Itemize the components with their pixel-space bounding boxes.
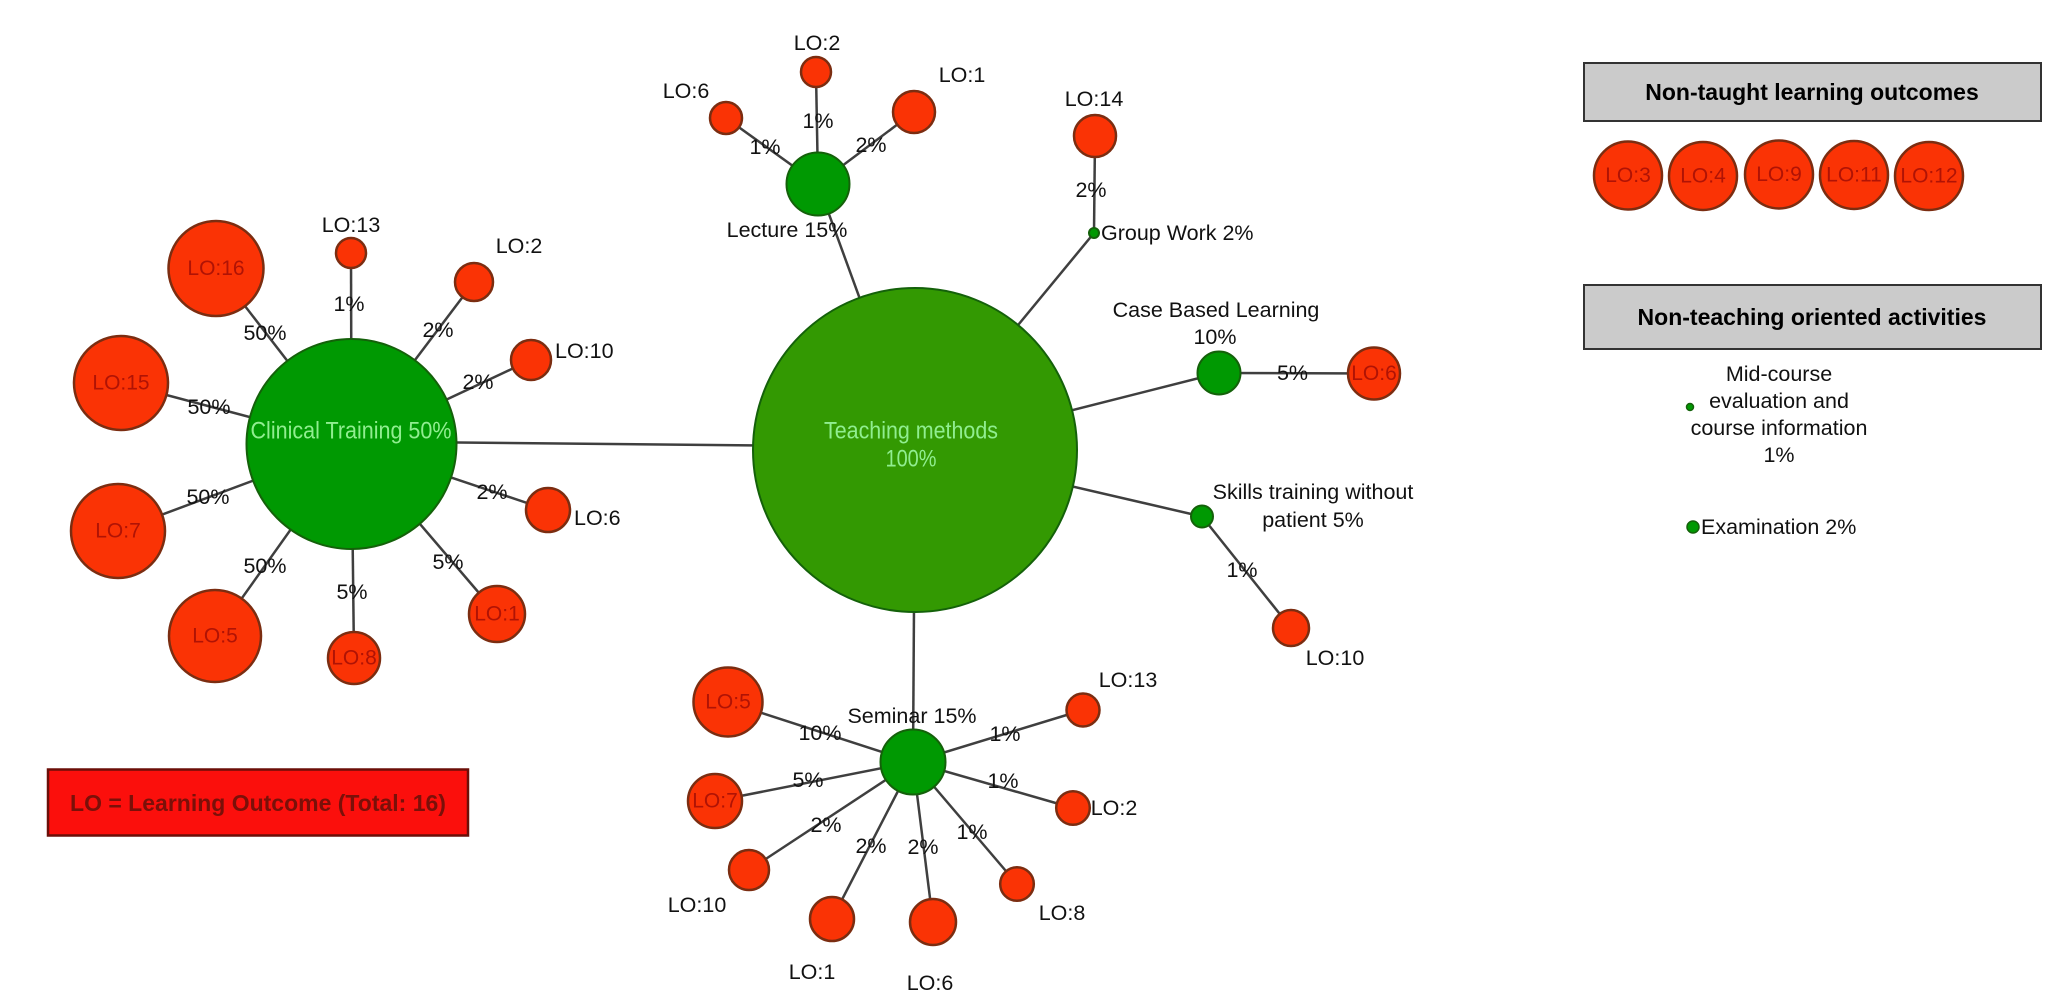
- svg-text:LO:11: LO:11: [1826, 164, 1882, 187]
- svg-text:Seminar 15%: Seminar 15%: [847, 704, 976, 728]
- svg-text:LO:5: LO:5: [192, 625, 238, 648]
- svg-text:50%: 50%: [243, 554, 286, 578]
- svg-text:LO:10: LO:10: [668, 893, 727, 917]
- svg-text:LO:13: LO:13: [1099, 668, 1158, 692]
- svg-text:2%: 2%: [855, 834, 886, 858]
- svg-text:1%: 1%: [987, 769, 1018, 793]
- svg-text:LO:8: LO:8: [1039, 901, 1086, 925]
- svg-text:LO:7: LO:7: [95, 520, 141, 543]
- svg-text:2%: 2%: [476, 480, 507, 504]
- svg-text:patient 5%: patient 5%: [1262, 508, 1364, 532]
- svg-text:LO:14: LO:14: [1065, 87, 1124, 111]
- svg-text:50%: 50%: [186, 485, 229, 509]
- svg-text:1%: 1%: [989, 722, 1020, 746]
- svg-text:Mid-course: Mid-course: [1726, 362, 1832, 386]
- svg-text:LO:2: LO:2: [794, 31, 841, 55]
- svg-text:5%: 5%: [432, 550, 463, 574]
- svg-text:2%: 2%: [422, 318, 453, 342]
- svg-text:50%: 50%: [243, 321, 286, 345]
- svg-text:Clinical Training 50%: Clinical Training 50%: [251, 418, 452, 445]
- svg-text:2%: 2%: [1075, 178, 1106, 202]
- svg-text:LO:4: LO:4: [1680, 165, 1726, 188]
- svg-text:Examination 2%: Examination 2%: [1701, 515, 1856, 539]
- svg-text:LO:12: LO:12: [1900, 165, 1957, 188]
- svg-text:LO:5: LO:5: [705, 691, 751, 714]
- svg-text:1%: 1%: [1226, 558, 1257, 582]
- svg-text:2%: 2%: [462, 370, 493, 394]
- svg-text:evaluation and: evaluation and: [1709, 389, 1849, 413]
- svg-text:LO:2: LO:2: [496, 234, 543, 258]
- svg-text:Teaching methods: Teaching methods: [824, 418, 998, 445]
- svg-text:LO:3: LO:3: [1605, 164, 1651, 187]
- svg-text:50%: 50%: [187, 395, 230, 419]
- svg-text:LO:6: LO:6: [1351, 362, 1397, 385]
- svg-text:LO:6: LO:6: [663, 79, 710, 103]
- svg-text:Lecture 15%: Lecture 15%: [727, 218, 848, 242]
- svg-text:5%: 5%: [1277, 361, 1308, 385]
- svg-text:LO:13: LO:13: [322, 213, 381, 237]
- svg-text:1%: 1%: [802, 109, 833, 133]
- svg-text:2%: 2%: [907, 835, 938, 859]
- svg-text:LO:8: LO:8: [331, 647, 377, 670]
- svg-text:LO:6: LO:6: [907, 971, 954, 995]
- svg-text:LO:16: LO:16: [187, 257, 244, 280]
- svg-text:LO:7: LO:7: [692, 790, 738, 813]
- svg-text:1%: 1%: [1763, 443, 1794, 467]
- svg-text:5%: 5%: [792, 768, 823, 792]
- svg-text:Non-taught learning outcomes: Non-taught learning outcomes: [1645, 79, 1979, 105]
- svg-text:1%: 1%: [333, 292, 364, 316]
- svg-text:Skills training without: Skills training without: [1213, 480, 1414, 504]
- svg-text:LO:2: LO:2: [1091, 796, 1138, 820]
- svg-text:LO:1: LO:1: [789, 960, 836, 984]
- svg-text:LO = Learning Outcome (Total:: LO = Learning Outcome (Total: 16): [70, 790, 446, 816]
- svg-text:100%: 100%: [886, 446, 937, 473]
- svg-text:2%: 2%: [855, 133, 886, 157]
- svg-text:LO:15: LO:15: [92, 372, 149, 395]
- svg-text:LO:1: LO:1: [939, 63, 986, 87]
- svg-text:LO:9: LO:9: [1756, 163, 1802, 186]
- svg-text:1%: 1%: [956, 820, 987, 844]
- svg-text:5%: 5%: [336, 580, 367, 604]
- svg-text:Case Based Learning: Case Based Learning: [1113, 298, 1320, 322]
- svg-text:Group Work 2%: Group Work 2%: [1101, 221, 1254, 245]
- svg-text:LO:1: LO:1: [474, 603, 520, 626]
- svg-text:1%: 1%: [749, 135, 780, 159]
- svg-text:course information: course information: [1691, 416, 1868, 440]
- svg-text:10%: 10%: [798, 721, 841, 745]
- svg-text:Non-teaching oriented activiti: Non-teaching oriented activities: [1638, 304, 1987, 330]
- svg-text:LO:6: LO:6: [574, 506, 621, 530]
- svg-text:10%: 10%: [1193, 325, 1236, 349]
- svg-text:LO:10: LO:10: [1306, 646, 1365, 670]
- svg-text:2%: 2%: [810, 813, 841, 837]
- svg-text:LO:10: LO:10: [555, 339, 614, 363]
